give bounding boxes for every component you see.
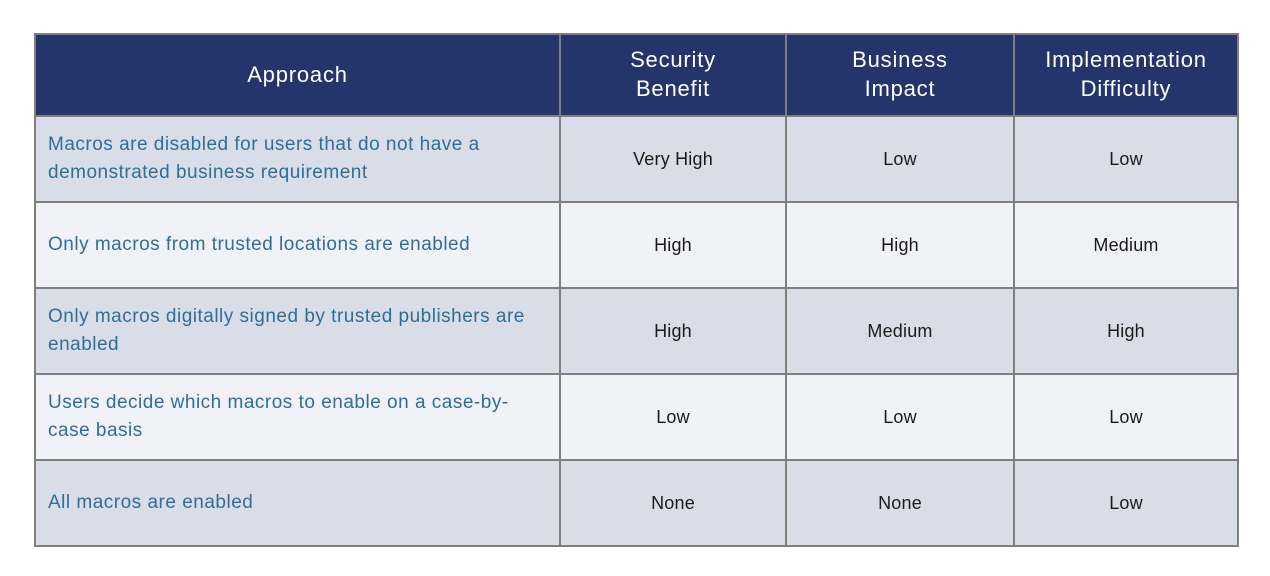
- security-benefit-cell: High: [559, 287, 787, 375]
- macro-security-table-container: Approach Security Benefit Business Impac…: [34, 33, 1239, 547]
- table-row: Macros are disabled for users that do no…: [34, 115, 1239, 203]
- security-benefit-cell: Very High: [559, 115, 787, 203]
- table-row: All macros are enabled None None Low: [34, 459, 1239, 547]
- business-impact-cell: None: [785, 459, 1015, 547]
- business-impact-cell: High: [785, 201, 1015, 289]
- business-impact-cell: Low: [785, 115, 1015, 203]
- column-header-implementation-difficulty: Implementation Difficulty: [1013, 33, 1239, 117]
- approach-cell: Only macros digitally signed by trusted …: [34, 287, 561, 375]
- table-row: Only macros from trusted locations are e…: [34, 201, 1239, 289]
- security-benefit-cell: Low: [559, 373, 787, 461]
- macro-security-comparison-table: Approach Security Benefit Business Impac…: [34, 33, 1239, 547]
- business-impact-cell: Low: [785, 373, 1015, 461]
- implementation-difficulty-cell: Low: [1013, 373, 1239, 461]
- column-header-approach: Approach: [34, 33, 561, 117]
- security-benefit-cell: High: [559, 201, 787, 289]
- security-benefit-cell: None: [559, 459, 787, 547]
- column-header-business-impact: Business Impact: [785, 33, 1015, 117]
- header-row: Approach Security Benefit Business Impac…: [34, 33, 1239, 117]
- table-row: Only macros digitally signed by trusted …: [34, 287, 1239, 375]
- business-impact-cell: Medium: [785, 287, 1015, 375]
- approach-cell: All macros are enabled: [34, 459, 561, 547]
- table-body: Macros are disabled for users that do no…: [34, 115, 1239, 547]
- implementation-difficulty-cell: Medium: [1013, 201, 1239, 289]
- approach-cell: Users decide which macros to enable on a…: [34, 373, 561, 461]
- table-header: Approach Security Benefit Business Impac…: [34, 33, 1239, 117]
- implementation-difficulty-cell: Low: [1013, 115, 1239, 203]
- column-header-security-benefit: Security Benefit: [559, 33, 787, 117]
- approach-cell: Only macros from trusted locations are e…: [34, 201, 561, 289]
- implementation-difficulty-cell: Low: [1013, 459, 1239, 547]
- approach-cell: Macros are disabled for users that do no…: [34, 115, 561, 203]
- table-row: Users decide which macros to enable on a…: [34, 373, 1239, 461]
- implementation-difficulty-cell: High: [1013, 287, 1239, 375]
